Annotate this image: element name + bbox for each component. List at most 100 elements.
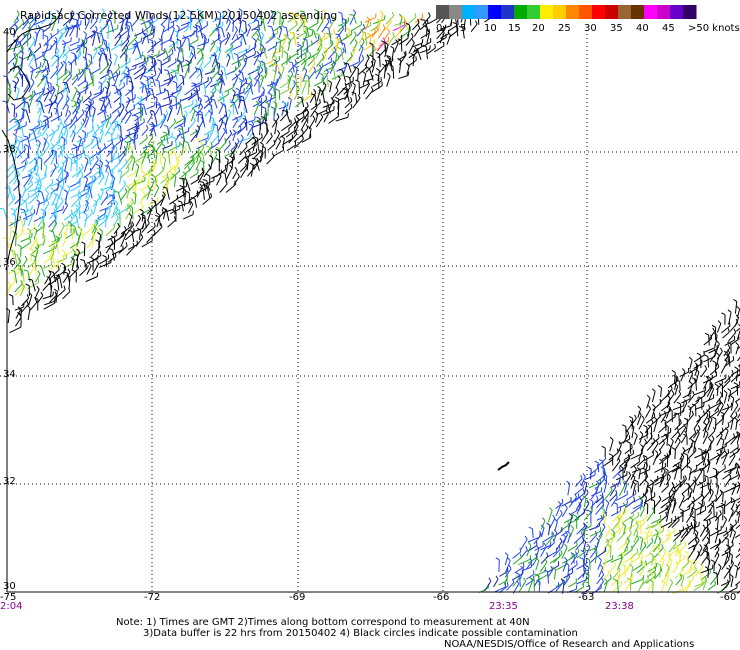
wind-barb [166,106,173,122]
wind-barb [161,205,175,214]
wind-barb [193,89,200,101]
wind-barb [211,151,218,165]
wind-barb [405,22,411,37]
wind-barb [729,334,740,346]
wind-barb [245,116,256,124]
wind-barb [181,35,187,48]
wind-barb [98,228,103,242]
wind-barb [188,117,196,130]
wind-barb [340,41,347,54]
wind-barb [383,18,392,31]
wind-barb [295,28,307,39]
wind-barb [547,582,560,594]
wind-barb [724,335,736,347]
wind-barb [191,85,201,97]
wind-barb [704,332,710,346]
wind-barb [209,60,218,75]
wind-barb [49,208,56,220]
wind-barb [397,38,403,52]
wind-barb [113,53,118,66]
wind-barb [251,20,263,31]
wind-barb [279,45,284,59]
wind-barb [78,142,86,157]
wind-barb [97,118,107,129]
wind-barb [251,119,264,129]
lon-label-72: -72 [144,592,160,603]
wind-barb [386,59,393,72]
wind-barb [288,20,298,32]
wind-barb [196,58,204,73]
wind-barb [89,256,94,271]
wind-barb [50,111,63,122]
wind-barb [243,50,256,60]
wind-barb [22,12,32,26]
wind-barb [230,142,238,157]
wind-barb [310,98,321,111]
wind-barb [194,17,203,31]
wind-barb [612,457,621,472]
wind-barb [156,103,163,116]
wind-barb [696,352,702,369]
wind-barb [21,199,29,213]
wind-barb [83,199,89,214]
wind-barb [261,57,274,66]
wind-barb [253,51,260,66]
wind-barb [322,46,328,62]
wind-barb [252,148,261,160]
wind-barb [351,91,358,103]
wind-barb [251,157,260,171]
wind-barb [259,43,264,58]
wind-barb [393,39,399,53]
wind-barb [224,140,231,152]
wind-barb [512,547,522,559]
wind-barb [238,71,245,82]
wind-barb [217,73,223,87]
wind-barb [76,233,80,247]
wind-barb [34,285,40,298]
wind-barb [671,369,676,384]
wind-barb [111,84,120,96]
wind-barb [20,208,28,221]
wind-barb [398,13,403,26]
wind-barb [196,67,204,79]
wind-barb [84,138,94,149]
wind-barb [60,177,65,191]
wind-barb [733,417,738,430]
wind-barb [253,136,259,149]
wind-barb [179,177,185,191]
wind-barb [34,164,39,177]
wind-barb [728,452,736,466]
wind-barb [28,247,33,262]
wind-barb [352,94,361,109]
wind-barb [275,71,282,87]
wind-barb [385,11,395,25]
wind-barb [34,66,42,79]
wind-barb [98,172,105,185]
wind-barb [145,11,154,24]
wind-barb [117,146,127,159]
wind-barb [133,45,142,59]
wind-barb [81,241,86,257]
wind-barb [164,150,171,165]
wind-barb [275,137,282,150]
wind-barb [81,38,86,54]
wind-barb [139,190,146,206]
wind-barb [191,78,203,88]
wind-barb [190,175,200,185]
wind-barb [158,38,163,51]
wind-barb [176,182,188,192]
wind-barb [132,57,146,68]
wind-barb [636,455,646,467]
wind-barb [50,248,55,261]
wind-barb [351,20,362,32]
wind-barb [61,249,66,262]
wind-barb [33,42,42,54]
wind-barb [624,443,633,455]
wind-barb [125,150,134,164]
wind-barb [132,191,137,205]
wind-barb [315,113,324,128]
wind-barb [72,101,80,115]
wind-barb [231,89,236,102]
wind-barb [65,103,69,117]
wind-barb [99,61,110,75]
